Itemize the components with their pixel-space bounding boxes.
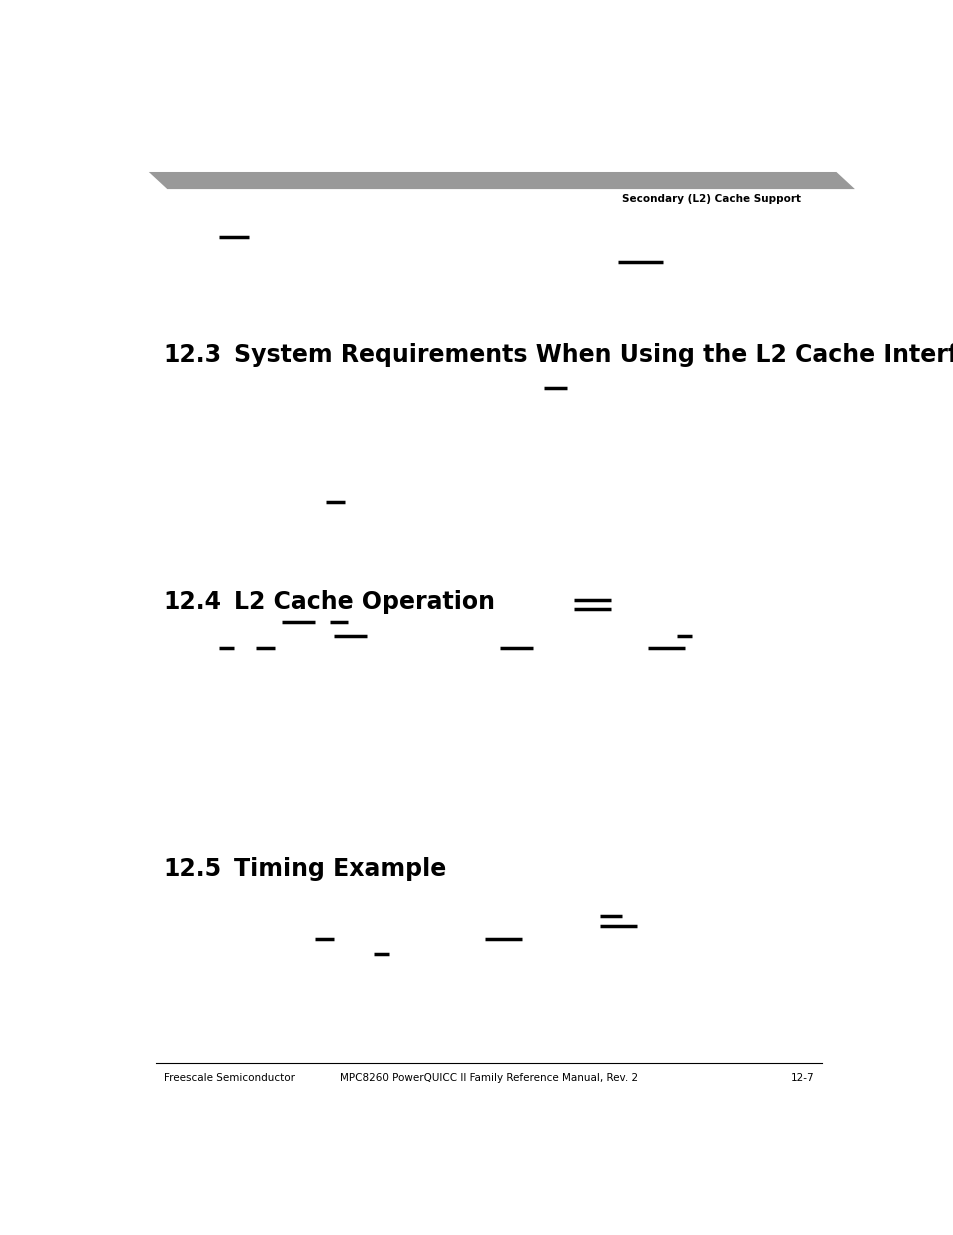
Text: Secondary (L2) Cache Support: Secondary (L2) Cache Support <box>621 194 801 204</box>
Text: Freescale Semiconductor: Freescale Semiconductor <box>164 1072 294 1083</box>
Text: MPC8260 PowerQUICC II Family Reference Manual, Rev. 2: MPC8260 PowerQUICC II Family Reference M… <box>339 1072 638 1083</box>
Text: 12-7: 12-7 <box>790 1072 813 1083</box>
Text: 12.5: 12.5 <box>164 857 221 881</box>
Polygon shape <box>149 172 854 189</box>
Text: L2 Cache Operation: L2 Cache Operation <box>233 590 495 614</box>
Text: Timing Example: Timing Example <box>233 857 446 881</box>
Text: 12.3: 12.3 <box>164 343 221 367</box>
Text: System Requirements When Using the L2 Cache Interface: System Requirements When Using the L2 Ca… <box>233 343 953 367</box>
Text: 12.4: 12.4 <box>164 590 221 614</box>
